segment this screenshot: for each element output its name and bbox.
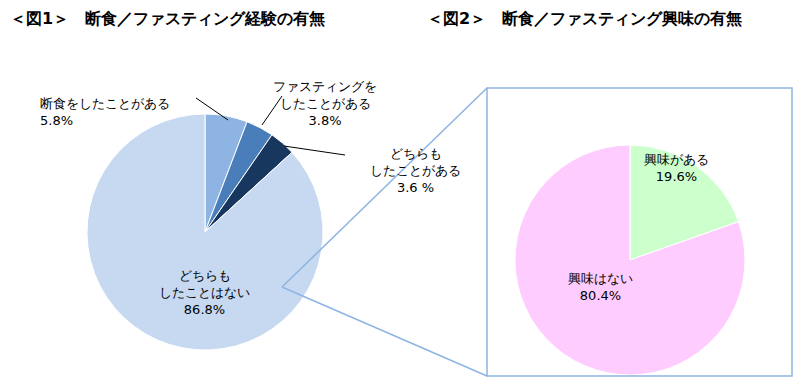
svg-text:断食をしたことがある5.8%: 断食をしたことがある5.8% bbox=[40, 96, 170, 128]
svg-text:＜図2＞ 断食／ファスティング興味の有無: ＜図2＞ 断食／ファスティング興味の有無 bbox=[427, 9, 742, 28]
svg-text:どちらもしたことはない86.8%: どちらもしたことはない86.8% bbox=[159, 268, 250, 317]
svg-text:ファスティングをしたことがある3.8%: ファスティングをしたことがある3.8% bbox=[273, 79, 377, 128]
svg-text:どちらもしたことがある3.6 %: どちらもしたことがある3.6 % bbox=[370, 146, 461, 195]
svg-text:＜図1＞ 断食／ファスティング経験の有無: ＜図1＞ 断食／ファスティング経験の有無 bbox=[10, 9, 325, 28]
svg-text:興味がある19.6%: 興味がある19.6% bbox=[644, 152, 709, 184]
svg-text:興味はない80.4%: 興味はない80.4% bbox=[568, 271, 633, 303]
